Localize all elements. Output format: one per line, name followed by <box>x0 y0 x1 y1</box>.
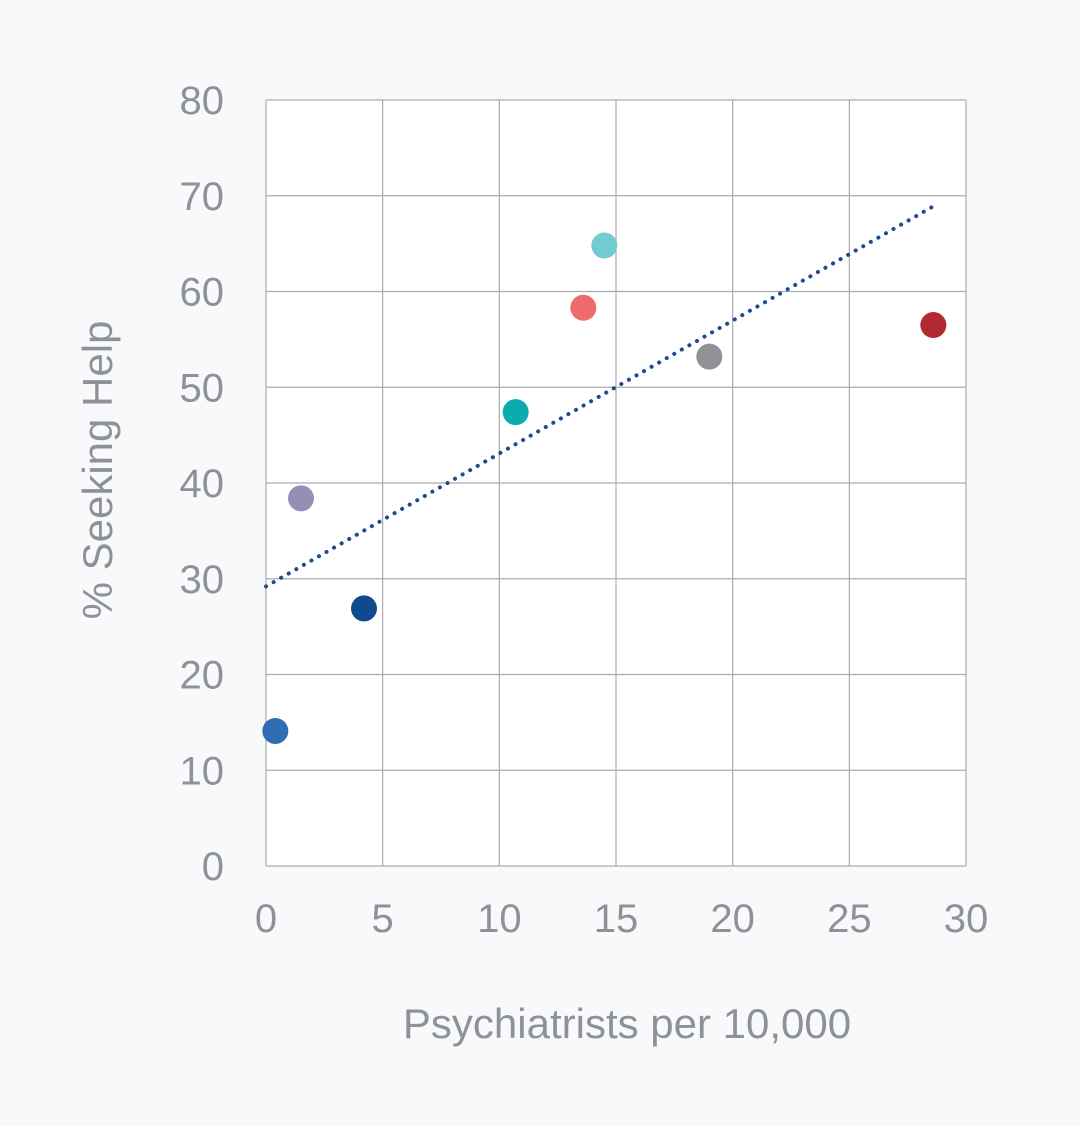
x-tick-label: 20 <box>710 897 755 941</box>
y-axis-ticks: 0 10 20 30 40 50 60 70 80 <box>180 79 225 889</box>
y-tick-label: 0 <box>202 845 224 889</box>
x-axis-title: Psychiatrists per 10,000 <box>403 1000 851 1047</box>
y-tick-label: 30 <box>180 558 225 602</box>
x-axis-ticks: 0 5 10 15 20 25 30 <box>255 897 988 941</box>
trendline-layer <box>264 204 936 589</box>
x-tick-label: 30 <box>944 897 989 941</box>
x-tick-label: 15 <box>594 897 639 941</box>
y-tick-label: 60 <box>180 271 225 315</box>
y-tick-label: 10 <box>180 749 225 793</box>
data-point <box>570 294 597 321</box>
x-tick-label: 25 <box>827 897 872 941</box>
y-axis-title: % Seeking Help <box>74 321 121 620</box>
data-point <box>920 312 947 339</box>
x-tick-label: 5 <box>372 897 394 941</box>
y-tick-label: 70 <box>180 175 225 219</box>
y-tick-label: 50 <box>180 366 225 410</box>
data-points <box>262 232 947 744</box>
data-point <box>351 595 377 622</box>
x-tick-label: 0 <box>255 897 277 941</box>
data-point <box>502 399 529 426</box>
trendline <box>264 204 936 589</box>
x-tick-label: 10 <box>477 897 522 941</box>
data-point <box>696 343 723 370</box>
data-point <box>288 485 314 512</box>
data-point <box>262 717 289 744</box>
y-tick-label: 80 <box>180 79 225 123</box>
data-point <box>591 232 618 259</box>
y-tick-label: 40 <box>180 462 225 506</box>
y-tick-label: 20 <box>180 654 225 698</box>
